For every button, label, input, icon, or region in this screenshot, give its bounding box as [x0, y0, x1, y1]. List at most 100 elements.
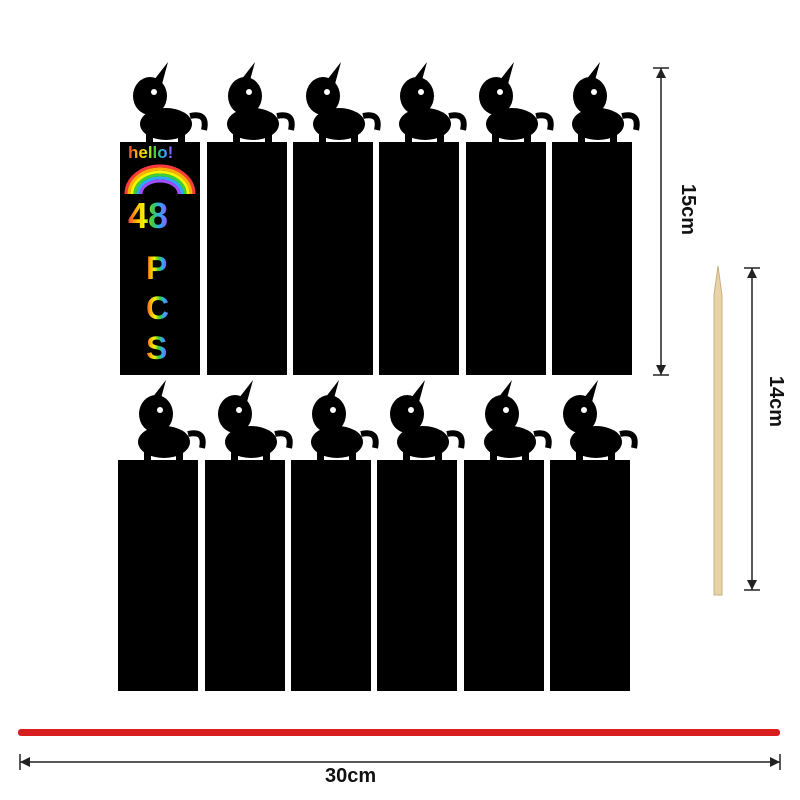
unit-letter-s: S: [146, 330, 168, 366]
unicorn-horn: [154, 62, 168, 84]
unicorn-leg: [176, 450, 183, 462]
rainbow-arc: [136, 176, 184, 195]
unicorn-leg: [146, 132, 153, 144]
unicorn-head: [479, 77, 513, 115]
red-ribbon: [18, 729, 780, 736]
unicorn-head: [390, 395, 424, 433]
arrow-left-icon: [20, 757, 30, 767]
unicorn-tail: [446, 430, 465, 449]
unicorn-eye: [503, 407, 509, 413]
ribbon-length-label: 30cm: [325, 765, 377, 787]
unicorn-eye: [581, 407, 587, 413]
unicorn-horn: [327, 62, 341, 84]
unit-letter-p: P: [146, 250, 168, 286]
unicorn-tail: [621, 112, 640, 131]
bookmark-card: [293, 142, 373, 375]
unicorn-head: [133, 77, 167, 115]
arrow-down-icon: [747, 580, 757, 590]
unicorn-leg: [317, 450, 324, 462]
unicorn-leg: [435, 450, 442, 462]
unicorn-eye: [151, 89, 157, 95]
unicorn-leg: [263, 450, 270, 462]
unicorn-horn: [413, 62, 427, 84]
unicorn-head: [312, 395, 346, 433]
bookmark-card: [291, 460, 371, 691]
unit-letter-c: C: [146, 290, 170, 326]
hello-text: hello!: [128, 143, 174, 162]
arrow-right-icon: [770, 757, 780, 767]
bookmark-card: [464, 460, 544, 691]
arrow-down-icon: [656, 365, 666, 375]
rainbow-arc: [127, 167, 193, 195]
bookmark-card: [118, 460, 198, 691]
unicorn-horn: [411, 380, 425, 402]
unicorn-tail: [448, 112, 467, 131]
unicorn-eye: [324, 89, 330, 95]
count-text: 48: [128, 195, 169, 236]
unicorn-tail: [189, 112, 208, 131]
unicorn-tail: [274, 430, 293, 449]
unicorn-head: [139, 395, 173, 433]
bookmark-card: [207, 142, 287, 375]
unicorn-leg: [437, 132, 444, 144]
unicorn-eye: [418, 89, 424, 95]
bookmark-card: [552, 142, 632, 375]
unicorn-head: [563, 395, 597, 433]
unicorn-horn: [586, 62, 600, 84]
unicorn-leg: [403, 450, 410, 462]
unicorn-head: [306, 77, 340, 115]
unicorn-horn: [325, 380, 339, 402]
unicorn-horn: [498, 380, 512, 402]
unicorn-eye: [497, 89, 503, 95]
unicorn-horn: [584, 380, 598, 402]
unicorn-leg: [351, 132, 358, 144]
unicorn-tail: [533, 430, 552, 449]
rainbow-arc: [139, 179, 181, 195]
card-height-label: 15cm: [677, 183, 700, 236]
unicorn-eye: [330, 407, 336, 413]
unicorn-eye: [246, 89, 252, 95]
unicorn-head: [218, 395, 252, 433]
unicorn-horn: [500, 62, 514, 84]
unicorn-leg: [144, 450, 151, 462]
unicorn-tail: [535, 112, 554, 131]
wooden-stick: [713, 265, 723, 596]
unicorn-eye: [408, 407, 414, 413]
unicorn-tail: [362, 112, 381, 131]
unicorn-head: [573, 77, 607, 115]
unicorn-eye: [157, 407, 163, 413]
unicorn-leg: [265, 132, 272, 144]
unicorn-leg: [319, 132, 326, 144]
bookmark-card: [550, 460, 630, 691]
bookmark-card: [379, 142, 459, 375]
unicorn-leg: [178, 132, 185, 144]
unicorn-horn: [241, 62, 255, 84]
unicorn-leg: [405, 132, 412, 144]
unicorn-leg: [233, 132, 240, 144]
unicorn-horn: [152, 380, 166, 402]
rainbow-arc: [124, 164, 196, 195]
stick-length-label: 14cm: [765, 375, 788, 428]
unicorn-tail: [619, 430, 638, 449]
unicorn-eye: [591, 89, 597, 95]
bookmark-card: [205, 460, 285, 691]
unicorn-eye: [236, 407, 242, 413]
bookmark-card: [377, 460, 457, 691]
unicorn-horn: [239, 380, 253, 402]
rainbow-arc: [133, 173, 187, 195]
unicorn-tail: [360, 430, 379, 449]
unicorn-head: [228, 77, 262, 115]
unicorn-tail: [276, 112, 295, 131]
unicorn-leg: [349, 450, 356, 462]
rainbow-arc: [130, 170, 190, 195]
unicorn-leg: [578, 132, 585, 144]
unicorn-leg: [608, 450, 615, 462]
arrow-up-icon: [747, 268, 757, 278]
unicorn-leg: [610, 132, 617, 144]
unicorn-tail: [187, 430, 206, 449]
unicorn-leg: [492, 132, 499, 144]
unicorn-leg: [522, 450, 529, 462]
unicorn-head: [400, 77, 434, 115]
